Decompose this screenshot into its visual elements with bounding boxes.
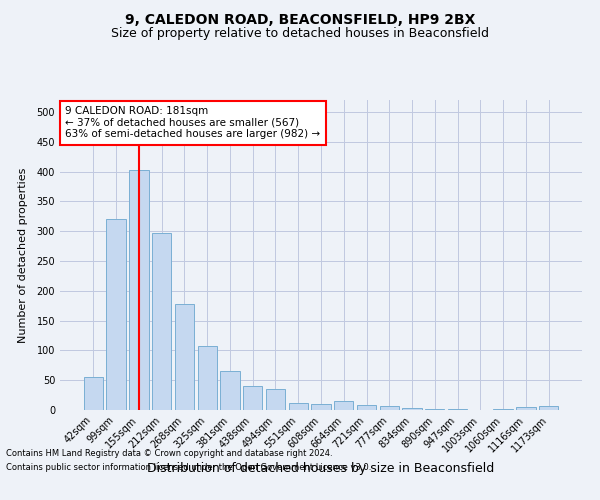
Bar xyxy=(289,404,308,410)
Text: 9, CALEDON ROAD, BEACONSFIELD, HP9 2BX: 9, CALEDON ROAD, BEACONSFIELD, HP9 2BX xyxy=(125,12,475,26)
X-axis label: Distribution of detached houses by size in Beaconsfield: Distribution of detached houses by size … xyxy=(148,462,494,475)
Bar xyxy=(403,408,422,410)
Bar xyxy=(220,371,239,410)
Y-axis label: Number of detached properties: Number of detached properties xyxy=(18,168,28,342)
Bar xyxy=(539,406,558,410)
Bar xyxy=(266,388,285,410)
Bar xyxy=(84,377,103,410)
Text: Size of property relative to detached houses in Beaconsfield: Size of property relative to detached ho… xyxy=(111,28,489,40)
Text: Contains HM Land Registry data © Crown copyright and database right 2024.: Contains HM Land Registry data © Crown c… xyxy=(6,448,332,458)
Bar xyxy=(334,401,353,410)
Bar xyxy=(129,170,149,410)
Bar xyxy=(357,405,376,410)
Text: 9 CALEDON ROAD: 181sqm
← 37% of detached houses are smaller (567)
63% of semi-de: 9 CALEDON ROAD: 181sqm ← 37% of detached… xyxy=(65,106,320,140)
Bar xyxy=(152,233,172,410)
Bar xyxy=(243,386,262,410)
Bar xyxy=(380,406,399,410)
Text: Contains public sector information licensed under the Open Government Licence v3: Contains public sector information licen… xyxy=(6,464,371,472)
Bar xyxy=(311,404,331,410)
Bar xyxy=(106,219,126,410)
Bar xyxy=(175,304,194,410)
Bar xyxy=(197,346,217,410)
Bar xyxy=(516,407,536,410)
